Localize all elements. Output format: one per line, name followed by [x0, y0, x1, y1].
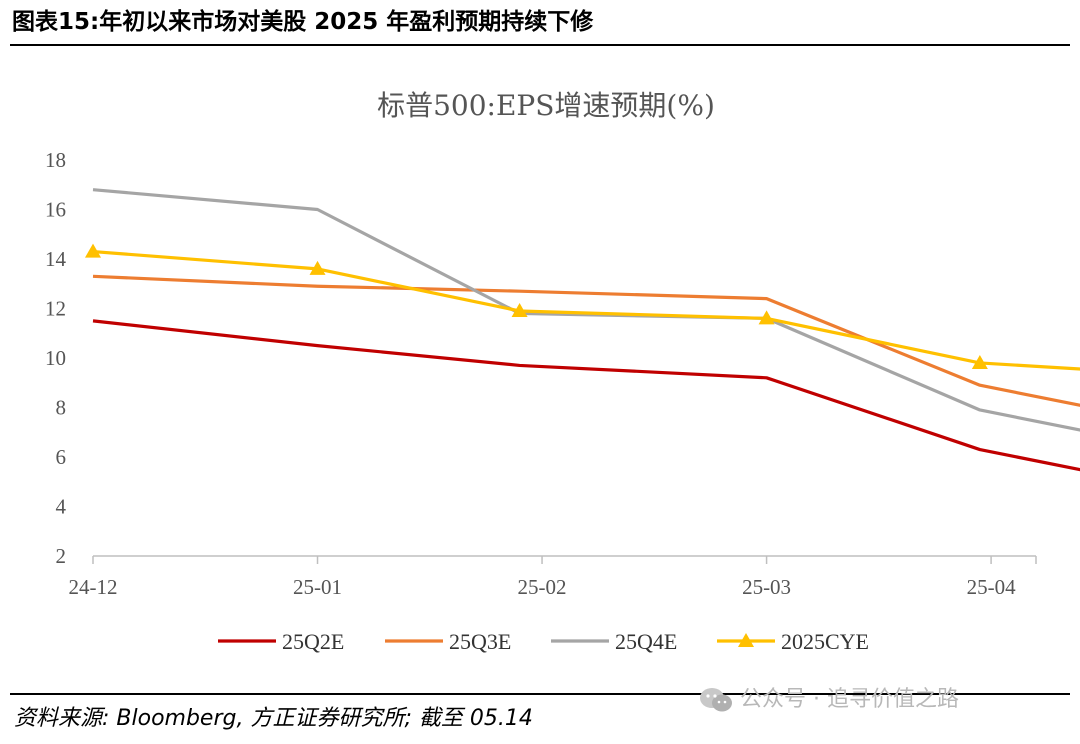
y-tick-label: 8: [56, 396, 67, 420]
y-axis-ticks: 2 4 6 8 10 12 14 16 18: [45, 148, 67, 568]
source-note: 资料来源: Bloomberg, 方正证券研究所; 截至 05.14: [14, 706, 533, 731]
x-axis: 24-12 25-01 25-02 25-03 25-04: [69, 555, 1037, 599]
y-tick-label: 2: [56, 544, 67, 568]
y-tick-label: 14: [45, 247, 67, 271]
series-layer: [85, 188, 1080, 472]
x-tick-label: 25-04: [967, 575, 1016, 599]
series-line: [92, 274, 1080, 407]
legend-item-25q2e: 25Q2E: [218, 629, 344, 654]
line-chart: 标普500:EPS增速预期(%) 2 4 6 8 10 12 14 16 18 24-12 25-…: [45, 89, 1080, 654]
y-tick-label: 16: [45, 198, 66, 222]
y-tick-label: 12: [45, 297, 66, 321]
top-rule: [10, 44, 1070, 46]
y-tick-label: 18: [45, 148, 66, 172]
legend-label: 25Q4E: [615, 629, 677, 654]
data-point: [758, 310, 775, 325]
watermark-text: 公众号 · 追寻价值之路: [740, 687, 959, 712]
y-tick-label: 6: [56, 445, 67, 469]
legend-item-25q4e: 25Q4E: [551, 629, 677, 654]
x-tick-label: 25-03: [742, 575, 791, 599]
y-tick-label: 4: [56, 495, 67, 519]
x-tick-label: 25-01: [293, 575, 342, 599]
figure-title: 图表15:年初以来市场对美股 2025 年盈利预期持续下修: [12, 9, 594, 35]
series-line: [92, 319, 1080, 472]
legend: 25Q2E 25Q3E 25Q4E 2025CYE: [218, 629, 869, 654]
x-tick-label: 25-02: [518, 575, 567, 599]
chart-title: 标普500:EPS增速预期(%): [377, 89, 715, 122]
bottom-rule: [10, 693, 1070, 695]
legend-item-2025cye: 2025CYE: [717, 629, 869, 654]
legend-item-25q3e: 25Q3E: [385, 629, 511, 654]
series-line: [92, 249, 1080, 371]
y-tick-label: 10: [45, 346, 66, 370]
legend-label: 2025CYE: [781, 629, 869, 654]
wechat-icon: [700, 688, 732, 712]
legend-label: 25Q3E: [449, 629, 511, 654]
legend-label: 25Q2E: [282, 629, 344, 654]
series-2025cye: [85, 243, 1080, 371]
series-25q2e: [92, 319, 1080, 472]
watermark: 公众号 · 追寻价值之路: [698, 680, 959, 720]
data-point: [309, 260, 326, 275]
data-point: [971, 354, 988, 369]
legend-marker: [738, 633, 754, 647]
x-tick-label: 24-12: [69, 575, 118, 599]
data-point: [511, 302, 528, 317]
data-point: [85, 243, 101, 258]
series-25q3e: [92, 274, 1080, 407]
